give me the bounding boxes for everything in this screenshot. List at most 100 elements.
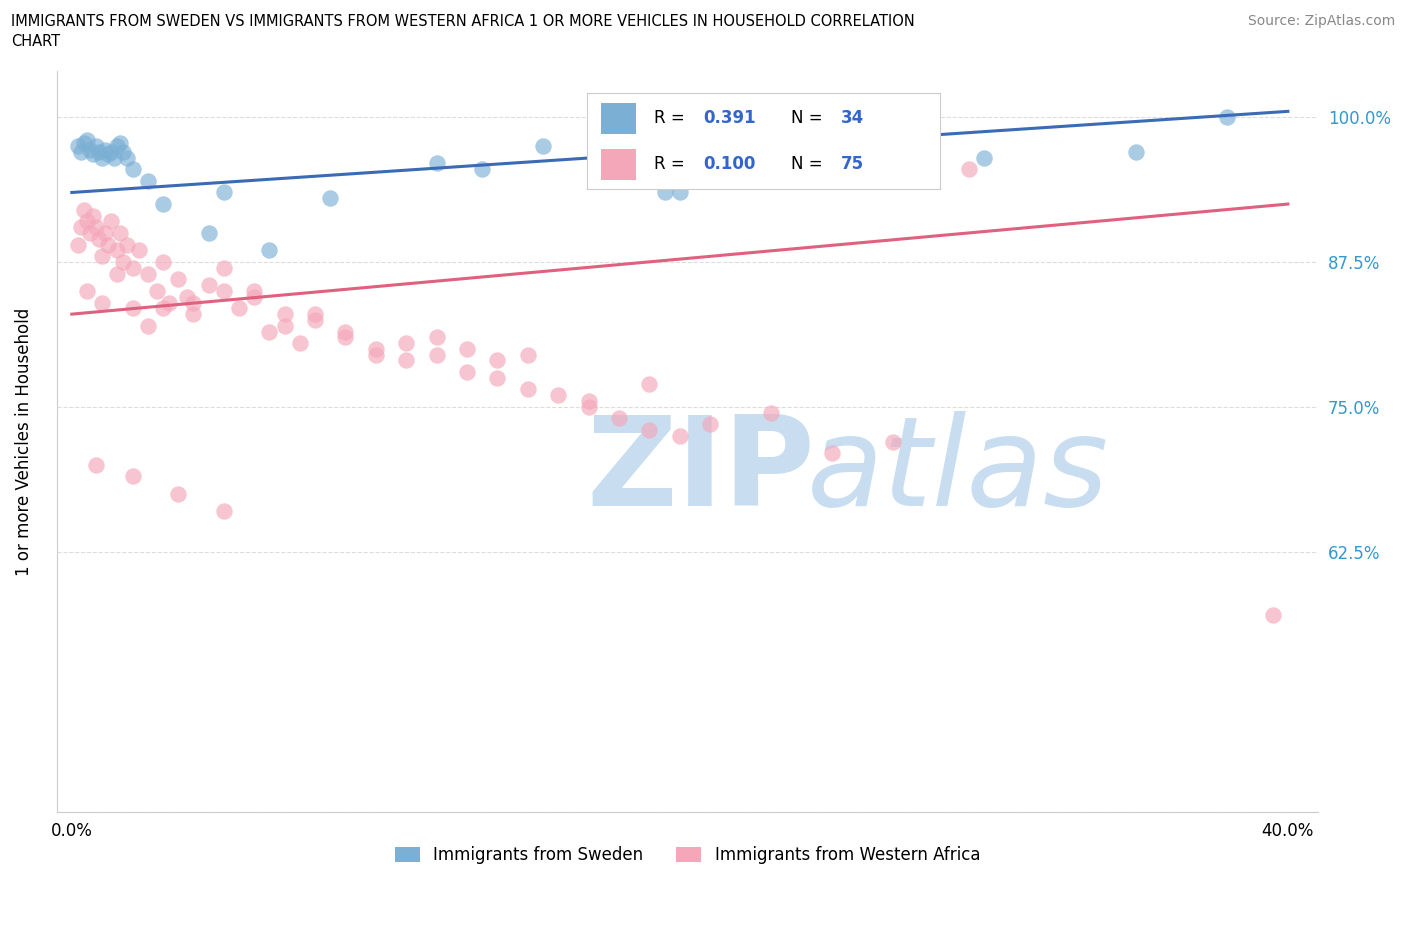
- Point: [97, 147, 120, 162]
- Text: Source: ZipAtlas.com: Source: ZipAtlas.com: [1247, 14, 1395, 28]
- Point: [426, 330, 449, 345]
- Point: [426, 347, 449, 362]
- Point: [516, 347, 538, 362]
- Point: [486, 370, 509, 385]
- Point: [304, 312, 326, 327]
- Point: [638, 422, 661, 437]
- Point: [152, 301, 174, 316]
- Point: [84, 219, 107, 234]
- Point: [957, 162, 980, 177]
- Point: [76, 214, 98, 229]
- Point: [759, 405, 782, 420]
- Point: [91, 295, 114, 310]
- Text: ZIP: ZIP: [586, 411, 815, 532]
- Point: [212, 260, 235, 275]
- Point: [121, 469, 143, 484]
- Point: [304, 307, 326, 322]
- Point: [176, 289, 198, 304]
- Point: [578, 399, 600, 414]
- Point: [107, 139, 129, 153]
- Point: [638, 377, 661, 392]
- Point: [112, 144, 135, 159]
- Point: [212, 284, 235, 299]
- Point: [335, 330, 357, 345]
- Point: [197, 226, 219, 241]
- Point: [243, 284, 266, 299]
- Text: atlas: atlas: [807, 411, 1109, 532]
- Point: [183, 307, 205, 322]
- Point: [471, 162, 494, 177]
- Point: [82, 147, 104, 162]
- Point: [364, 347, 387, 362]
- Point: [669, 185, 692, 200]
- Point: [607, 411, 630, 426]
- Point: [146, 284, 169, 299]
- Point: [578, 393, 600, 408]
- Point: [73, 135, 96, 150]
- Point: [136, 318, 159, 333]
- Point: [1216, 110, 1239, 125]
- Point: [669, 429, 692, 444]
- Point: [110, 226, 132, 241]
- Point: [821, 445, 844, 460]
- Point: [395, 353, 418, 368]
- Point: [259, 243, 281, 258]
- Point: [128, 243, 150, 258]
- Point: [89, 232, 111, 246]
- Point: [592, 173, 614, 188]
- Point: [426, 156, 449, 171]
- Point: [547, 388, 569, 403]
- Point: [112, 255, 135, 270]
- Point: [110, 135, 132, 150]
- Point: [121, 162, 143, 177]
- Point: [115, 237, 138, 252]
- Point: [364, 341, 387, 356]
- Point: [107, 266, 129, 281]
- Point: [167, 272, 190, 286]
- Point: [121, 260, 143, 275]
- Point: [79, 226, 101, 241]
- Point: [94, 226, 117, 241]
- Point: [66, 139, 89, 153]
- Point: [76, 284, 98, 299]
- Point: [79, 142, 101, 157]
- Point: [97, 237, 120, 252]
- Point: [486, 353, 509, 368]
- Point: [335, 324, 357, 339]
- Point: [456, 341, 478, 356]
- Point: [136, 266, 159, 281]
- Point: [152, 255, 174, 270]
- Point: [699, 417, 721, 432]
- Point: [243, 289, 266, 304]
- Point: [91, 151, 114, 166]
- Point: [212, 185, 235, 200]
- Point: [152, 196, 174, 211]
- Point: [531, 139, 554, 153]
- Point: [167, 486, 190, 501]
- Point: [136, 173, 159, 188]
- Point: [395, 336, 418, 351]
- Point: [66, 237, 89, 252]
- Point: [197, 278, 219, 293]
- Text: IMMIGRANTS FROM SWEDEN VS IMMIGRANTS FROM WESTERN AFRICA 1 OR MORE VEHICLES IN H: IMMIGRANTS FROM SWEDEN VS IMMIGRANTS FRO…: [11, 14, 915, 29]
- Point: [882, 434, 904, 449]
- Point: [84, 139, 107, 153]
- Point: [73, 203, 96, 218]
- Point: [259, 324, 281, 339]
- Point: [82, 208, 104, 223]
- Point: [273, 318, 295, 333]
- Y-axis label: 1 or more Vehicles in Household: 1 or more Vehicles in Household: [15, 308, 32, 576]
- Point: [70, 144, 93, 159]
- Point: [76, 133, 98, 148]
- Point: [94, 142, 117, 157]
- Point: [1125, 144, 1147, 159]
- Point: [1261, 608, 1284, 623]
- Point: [212, 504, 235, 519]
- Point: [973, 151, 995, 166]
- Legend: Immigrants from Sweden, Immigrants from Western Africa: Immigrants from Sweden, Immigrants from …: [388, 840, 987, 870]
- Point: [654, 185, 676, 200]
- Point: [115, 151, 138, 166]
- Text: CHART: CHART: [11, 34, 60, 49]
- Point: [157, 295, 180, 310]
- Point: [319, 191, 342, 206]
